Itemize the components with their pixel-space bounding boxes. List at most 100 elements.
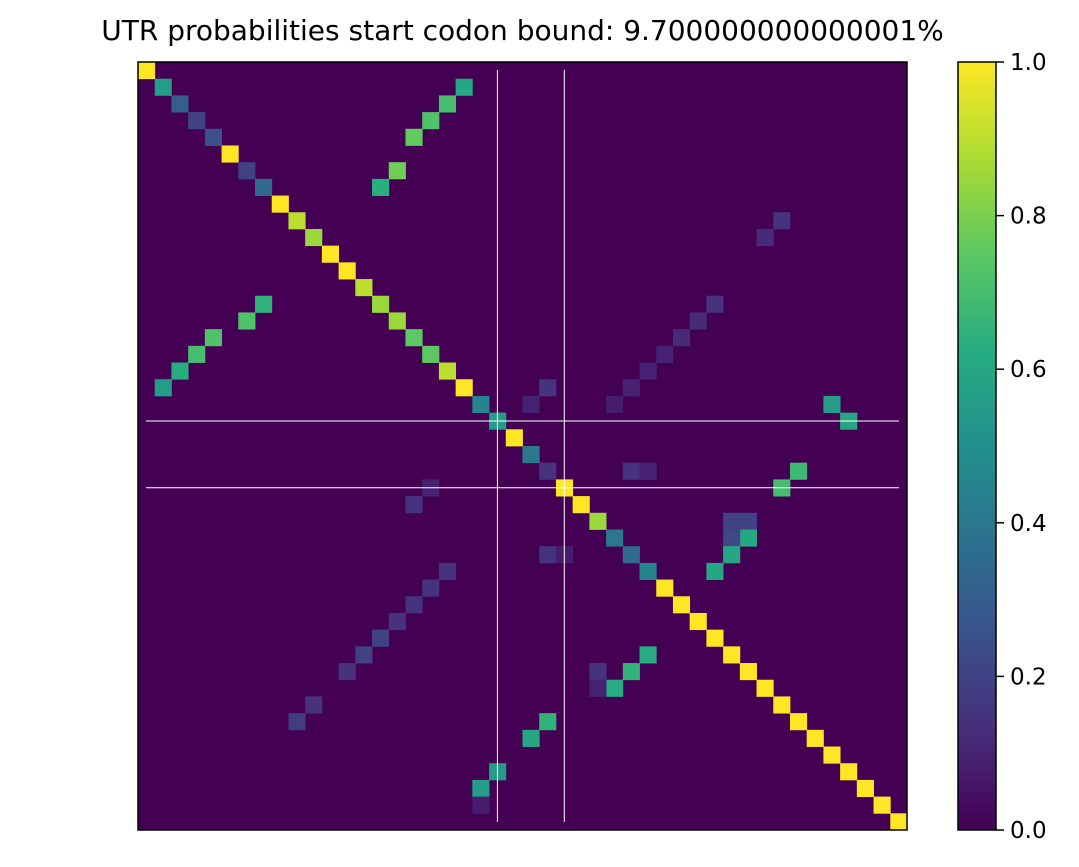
heatmap-cell-diagonal (639, 562, 657, 580)
heatmap-cell-diagonal (271, 195, 289, 213)
colorbar-tick-label: 0.4 (1010, 511, 1047, 537)
heatmap-cell (472, 779, 490, 798)
heatmap-cell-diagonal (606, 529, 624, 547)
colorbar (957, 61, 997, 831)
colorbar-tick-label: 1.0 (1010, 50, 1047, 76)
heatmap-cell (188, 345, 206, 363)
heatmap-cell (204, 329, 222, 347)
heatmap-cell-diagonal (856, 779, 874, 798)
heatmap-cell (539, 713, 557, 731)
heatmap-cell (305, 696, 323, 714)
heatmap-cell (689, 312, 707, 330)
heatmap-cell (723, 546, 741, 564)
heatmap-cell (756, 228, 774, 247)
heatmap-cell-diagonal (305, 228, 323, 247)
heatmap-cell-diagonal (204, 128, 222, 146)
heatmap-cell (288, 713, 306, 731)
heatmap-cell (405, 128, 423, 146)
heatmap-cell (773, 212, 791, 230)
heatmap-cell-diagonal (773, 696, 791, 714)
heatmap-cell-diagonal (672, 596, 691, 614)
heatmap-cell (789, 462, 808, 480)
heatmap-cell (739, 512, 757, 530)
heatmap-cell-diagonal (455, 379, 473, 397)
heatmap-cell (388, 612, 406, 631)
heatmap-cell (622, 663, 640, 681)
chart-title: UTR probabilities start codon bound: 9.7… (101, 14, 944, 47)
heatmap-cell (455, 78, 473, 96)
heatmap-cell (438, 562, 457, 580)
heatmap-cell-diagonal (840, 763, 858, 781)
heatmap-cell (739, 529, 757, 547)
heatmap-cell-diagonal (890, 813, 908, 831)
heatmap-cell (723, 512, 741, 530)
heatmap-cell (422, 579, 440, 597)
heatmap-cell-diagonal (238, 162, 256, 180)
heatmap-cell (438, 95, 457, 113)
heatmap-cell (472, 796, 490, 814)
heatmap-cell (355, 646, 373, 664)
heatmap-cell (672, 329, 691, 347)
heatmap-cell-diagonal (806, 729, 824, 747)
heatmap-cell-diagonal (505, 429, 523, 447)
heatmap-cell (589, 679, 607, 697)
heatmap-cell-diagonal (171, 95, 189, 113)
heatmap-cell (639, 646, 657, 664)
heatmap-cell-diagonal (823, 746, 841, 764)
heatmap-cell-diagonal (422, 345, 440, 363)
heatmap-cell (154, 379, 172, 397)
heatmap-cells (138, 62, 908, 831)
heatmap-cell (338, 663, 356, 681)
plot-frame (137, 61, 908, 831)
heatmap-cell (656, 345, 674, 363)
colorbar-ticks: 0.0 0.2 0.4 0.6 0.8 1.0 (996, 50, 1047, 844)
heatmap-cell-diagonal (656, 579, 674, 597)
heatmap-cell (823, 395, 841, 414)
colorbar-tick-label: 0.6 (1010, 357, 1047, 383)
heatmap-cell-diagonal (372, 295, 390, 313)
heatmap-cell-diagonal (622, 546, 640, 564)
heatmap-cell-diagonal (539, 462, 557, 480)
heatmap-cell (589, 663, 607, 681)
heatmap-cell-diagonal (873, 796, 891, 814)
heatmap-cell (539, 379, 557, 397)
heatmap-cell (405, 496, 423, 514)
heatmap-cell (405, 596, 423, 614)
heatmap-cell (522, 395, 540, 414)
heatmap-cell (422, 112, 440, 130)
heatmap-cell (372, 629, 390, 647)
colorbar-tick-label: 0.2 (1010, 664, 1047, 690)
heatmap-cell-diagonal (154, 78, 172, 96)
heatmap-cell-diagonal (756, 679, 774, 697)
heatmap-cell (539, 546, 557, 564)
heatmap-cell (388, 162, 406, 180)
heatmap-cell-diagonal (438, 362, 457, 380)
heatmap-cell-diagonal (572, 496, 590, 514)
heatmap-cell-diagonal (288, 212, 306, 230)
colorbar-tick-label: 0.8 (1010, 204, 1047, 230)
heatmap-cell-diagonal (355, 279, 373, 297)
heatmap-cell-diagonal (589, 512, 607, 530)
heatmap-cell-diagonal (221, 145, 239, 163)
heatmap-cell-diagonal (472, 395, 490, 414)
heatmap-cell (606, 679, 624, 697)
heatmap-cell-diagonal (255, 178, 273, 196)
heatmap-cell (622, 379, 640, 397)
heatmap-cell (238, 312, 256, 330)
heatmap-cell-diagonal (405, 329, 423, 347)
heatmap-cell (606, 395, 624, 414)
heatmap-cell-diagonal (789, 713, 808, 731)
heatmap-cell-diagonal (388, 312, 406, 330)
heatmap-cell (723, 529, 741, 547)
heatmap-cell (171, 362, 189, 380)
heatmap-cell (522, 729, 540, 747)
heatmap-cell-diagonal (723, 646, 741, 664)
heatmap-cell-diagonal (522, 446, 540, 464)
marker-lines (146, 70, 899, 822)
heatmap-cell-diagonal (338, 262, 356, 280)
heatmap-cell-diagonal (138, 62, 156, 80)
heatmap-cell (372, 178, 390, 196)
heatmap-cell (639, 362, 657, 380)
colorbar-tick-label: 0.0 (1010, 818, 1047, 844)
heatmap-cell (706, 295, 724, 313)
